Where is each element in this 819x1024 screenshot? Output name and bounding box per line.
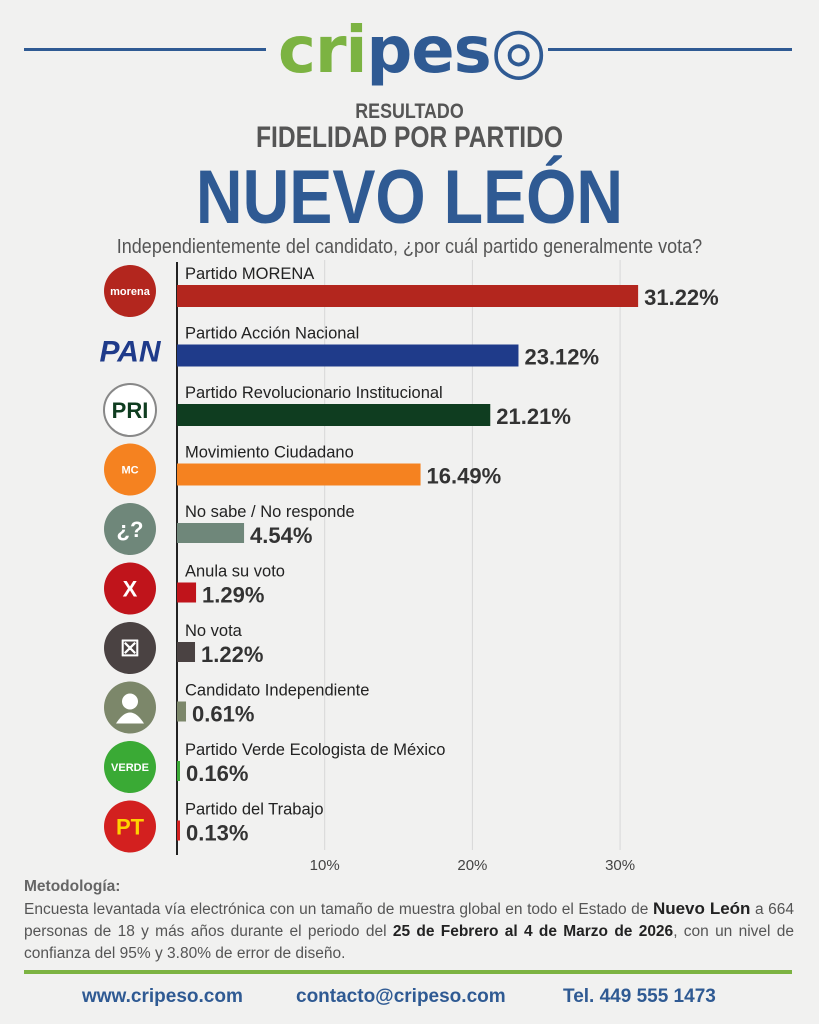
value-label: 0.13%	[186, 821, 248, 846]
category-label: No vota	[185, 622, 243, 640]
bar	[177, 701, 187, 722]
bar-chart: 10% 20% 30% Partido MORENA 31.22% morena Parti…	[99, 260, 719, 874]
question-icon-text: ¿?	[117, 517, 144, 542]
methodology-region: Nuevo León	[652, 899, 751, 918]
verde-logo-text: VERDE	[111, 762, 149, 774]
ballot-icon	[104, 622, 156, 674]
header-rule-right	[548, 48, 792, 51]
x-tick-label: 30%	[605, 857, 635, 874]
x-icon-text: X	[123, 576, 138, 601]
mc-logo-text: MC	[121, 464, 138, 476]
kicker: RESULTADO	[355, 100, 464, 123]
pt-logo	[104, 800, 156, 853]
methodology-heading: Metodología:	[24, 878, 121, 895]
pri-logo-text: PRI	[112, 398, 149, 423]
value-label: 0.61%	[192, 702, 254, 727]
category-label: Partido Acción Nacional	[185, 325, 359, 343]
pri-logo	[103, 383, 157, 437]
morena-logo-text: morena	[110, 286, 151, 298]
question: Independientemente del candidato, ¿por c…	[116, 236, 703, 258]
value-label: 0.16%	[186, 761, 248, 786]
methodology-text: , con un nivel de confianza del 95% y 3.…	[24, 923, 795, 962]
person-head-icon	[122, 693, 138, 710]
morena-logo	[104, 265, 156, 317]
methodology-text: Encuesta levantada vía electrónica con u…	[24, 901, 653, 918]
category-label: Anula su voto	[185, 563, 285, 581]
category-label: No sabe / No responde	[185, 503, 355, 521]
methodology-text: a 664 personas de 18 y más años durante …	[24, 901, 794, 940]
category-label: Candidato Independiente	[185, 682, 369, 700]
region-title: NUEVO LEÓN	[195, 155, 624, 240]
bar	[177, 582, 197, 603]
value-label: 1.22%	[201, 642, 263, 667]
website-link[interactable]: www.cripeso.com	[82, 986, 243, 1007]
pt-logo-text: PT	[116, 814, 145, 839]
bar	[177, 642, 196, 662]
value-label: 31.22%	[644, 285, 719, 310]
bar	[177, 761, 180, 781]
value-label: 1.29%	[202, 583, 264, 608]
x-tick-label: 20%	[457, 857, 487, 874]
bar	[177, 404, 491, 426]
cripeso-logo: cripes◎	[278, 14, 547, 88]
pan-logo-text: PAN	[99, 335, 161, 368]
value-label: 4.54%	[250, 523, 312, 548]
category-label: Movimiento Ciudadano	[185, 444, 354, 462]
value-label: 21.21%	[496, 404, 571, 429]
methodology-dates: 25 de Febrero al 4 de Marzo de 2026	[392, 923, 674, 940]
category-label: Partido del Trabajo	[185, 801, 324, 819]
bar	[177, 523, 245, 543]
email-link[interactable]: contacto@cripeso.com	[296, 986, 506, 1007]
x-icon	[104, 562, 156, 615]
value-label: 16.49%	[427, 464, 502, 489]
bar	[177, 463, 421, 486]
methodology: Metodología: Encuesta levantada vía elec…	[24, 876, 794, 965]
phone: Tel. 449 555 1473	[563, 986, 716, 1007]
bar	[177, 820, 180, 841]
bar	[177, 285, 639, 307]
title: FIDELIDAD POR PARTIDO	[255, 121, 564, 154]
category-label: Partido MORENA	[185, 265, 314, 283]
mc-logo	[104, 443, 156, 496]
category-label: Partido Revolucionario Institucional	[185, 384, 443, 402]
x-tick-label: 10%	[310, 857, 340, 874]
header-rule-left	[24, 48, 266, 51]
question-icon	[104, 503, 156, 555]
footer-rule	[24, 970, 792, 974]
value-label: 23.12%	[524, 345, 599, 370]
bar	[177, 344, 519, 367]
person-body-icon	[116, 712, 144, 724]
ballot-icon-text: ☒	[120, 636, 140, 661]
verde-logo	[104, 741, 156, 793]
category-label: Partido Verde Ecologista de México	[185, 741, 445, 759]
